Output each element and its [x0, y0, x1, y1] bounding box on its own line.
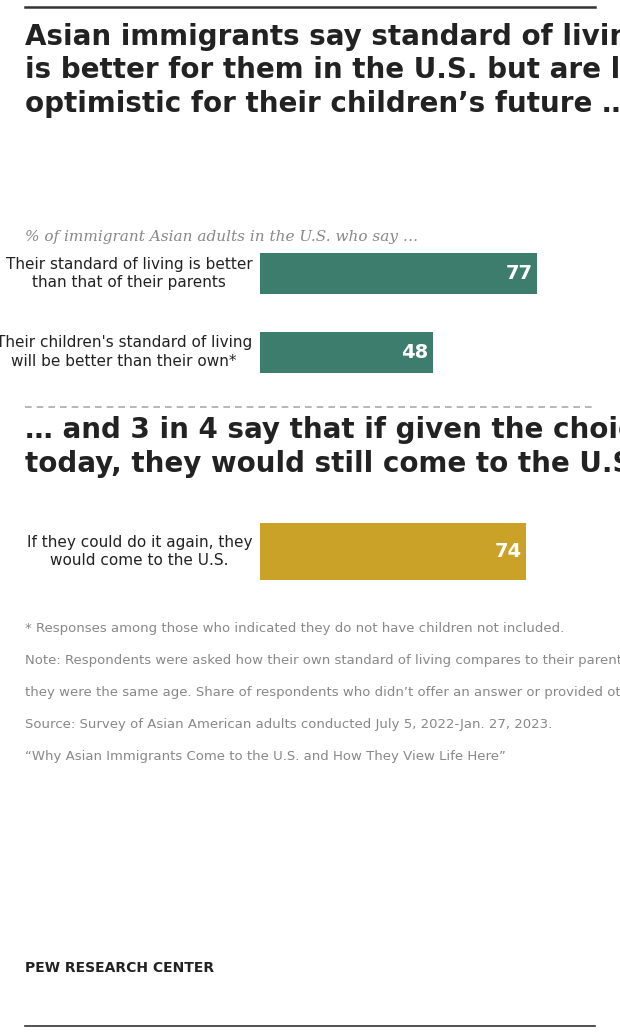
Text: PEW RESEARCH CENTER: PEW RESEARCH CENTER — [25, 961, 214, 976]
Text: Asian immigrants say standard of living
is better for them in the U.S. but are l: Asian immigrants say standard of living … — [25, 23, 620, 118]
Text: Source: Survey of Asian American adults conducted July 5, 2022-Jan. 27, 2023.: Source: Survey of Asian American adults … — [25, 718, 552, 731]
Text: Note: Respondents were asked how their own standard of living compares to their : Note: Respondents were asked how their o… — [25, 654, 620, 667]
Text: Their standard of living is better
than that of their parents: Their standard of living is better than … — [6, 257, 252, 290]
Text: 77: 77 — [506, 264, 533, 283]
Bar — [260, 253, 537, 294]
Text: 48: 48 — [401, 343, 428, 362]
Text: Their children's standard of living
will be better than their own*: Their children's standard of living will… — [0, 336, 252, 369]
Text: “Why Asian Immigrants Come to the U.S. and How They View Life Here”: “Why Asian Immigrants Come to the U.S. a… — [25, 750, 506, 764]
Text: If they could do it again, they
would come to the U.S.: If they could do it again, they would co… — [27, 535, 252, 569]
Bar — [260, 523, 526, 580]
Bar — [260, 332, 433, 373]
Text: … and 3 in 4 say that if given the choice
today, they would still come to the U.: … and 3 in 4 say that if given the choic… — [25, 416, 620, 478]
Text: 74: 74 — [495, 542, 522, 562]
Text: % of immigrant Asian adults in the U.S. who say …: % of immigrant Asian adults in the U.S. … — [25, 230, 418, 244]
Text: * Responses among those who indicated they do not have children not included.: * Responses among those who indicated th… — [25, 622, 564, 635]
Text: they were the same age. Share of respondents who didn’t offer an answer or provi: they were the same age. Share of respond… — [25, 686, 620, 699]
